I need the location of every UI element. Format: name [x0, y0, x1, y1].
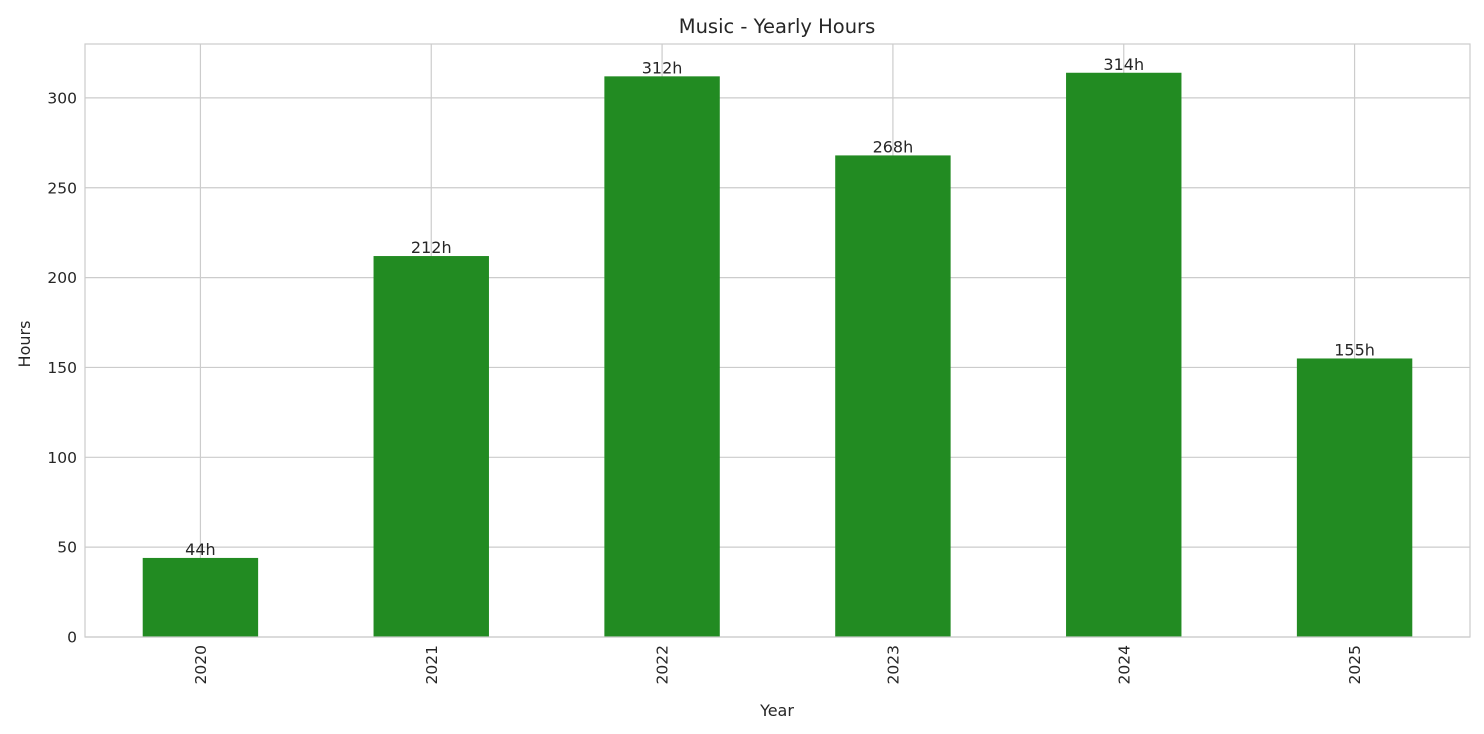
y-tick-label: 300	[47, 89, 77, 107]
y-axis-label: Hours	[15, 321, 34, 368]
x-tick-label: 2024	[1115, 645, 1133, 684]
bar-2020	[142, 557, 259, 637]
y-tick-label: 150	[47, 359, 77, 377]
x-axis-label: Year	[759, 701, 794, 720]
data-label: 312h	[642, 58, 683, 77]
bar-2024	[1066, 72, 1182, 637]
data-label: 155h	[1334, 340, 1375, 359]
data-label: 268h	[873, 137, 914, 156]
bar-2021	[373, 256, 489, 637]
y-tick-label: 50	[57, 539, 77, 557]
x-tick-label: 2022	[654, 645, 672, 684]
data-label: 212h	[411, 238, 452, 257]
data-label: 314h	[1103, 55, 1144, 74]
y-tick-label: 200	[47, 269, 77, 287]
x-tick-label: 2020	[192, 645, 210, 684]
bar-2022	[604, 76, 720, 637]
data-label: 44h	[185, 540, 216, 559]
y-tick-label: 250	[47, 179, 77, 197]
bar-2023	[835, 155, 951, 638]
bar-2025	[1296, 358, 1413, 637]
x-tick-label: 2021	[423, 645, 441, 684]
plot-frame	[84, 43, 1471, 638]
x-tick-label: 2025	[1346, 645, 1364, 684]
y-tick-label: 0	[67, 629, 77, 647]
chart-title: Music - Yearly Hours	[679, 15, 876, 38]
x-tick-label: 2023	[884, 645, 902, 684]
y-tick-label: 100	[47, 449, 77, 467]
